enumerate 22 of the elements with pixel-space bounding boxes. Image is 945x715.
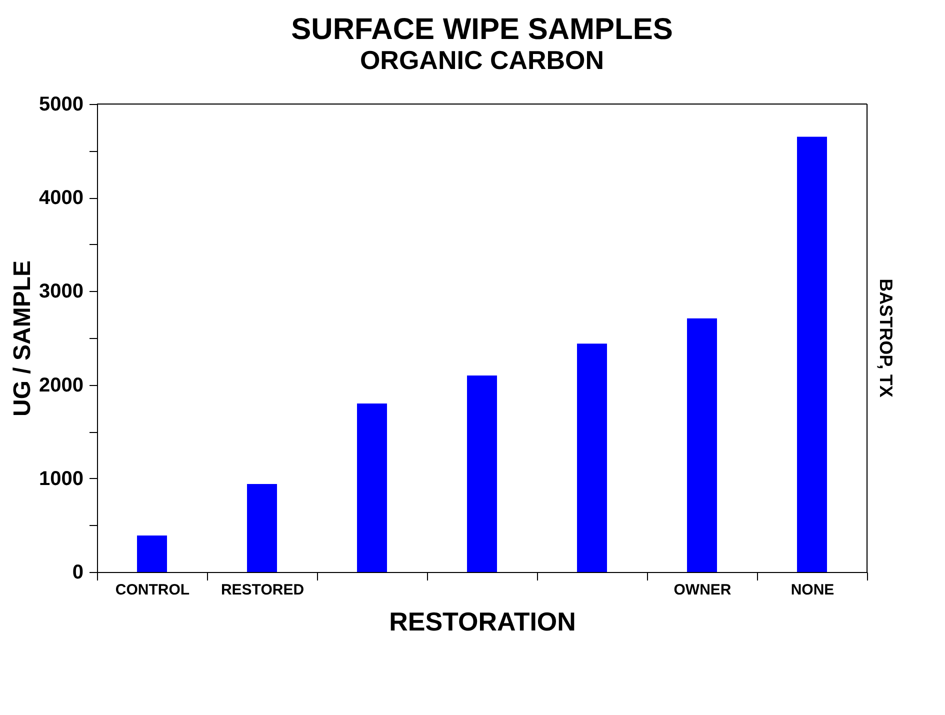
bar	[247, 484, 277, 572]
y-tick-label: 3000	[39, 280, 84, 303]
chart-title: SURFACE WIPE SAMPLES	[291, 13, 673, 46]
y-axis-title: UG / SAMPLE	[9, 260, 36, 417]
bar	[357, 404, 387, 572]
y-tick-label: 2000	[39, 374, 84, 396]
x-tick-label: RESTORED	[220, 582, 304, 598]
y-tick-label: 5000	[39, 94, 84, 116]
y-tick-label: 4000	[39, 187, 84, 210]
y-tick-label: 1000	[39, 468, 84, 490]
bar	[797, 136, 827, 572]
bar	[577, 344, 607, 572]
text: BASTROP, TX	[876, 278, 896, 398]
y-tick-label: 0	[72, 562, 84, 584]
x-axis-title: RESTORATION	[389, 606, 576, 636]
bar	[467, 375, 497, 572]
bar	[687, 318, 717, 572]
x-tick-label: OWNER	[674, 582, 732, 598]
chart-subtitle: ORGANIC CARBON	[360, 45, 604, 75]
bar	[137, 535, 167, 572]
x-tick-label: CONTROL	[115, 582, 190, 598]
x-tick-label: NONE	[790, 582, 834, 598]
